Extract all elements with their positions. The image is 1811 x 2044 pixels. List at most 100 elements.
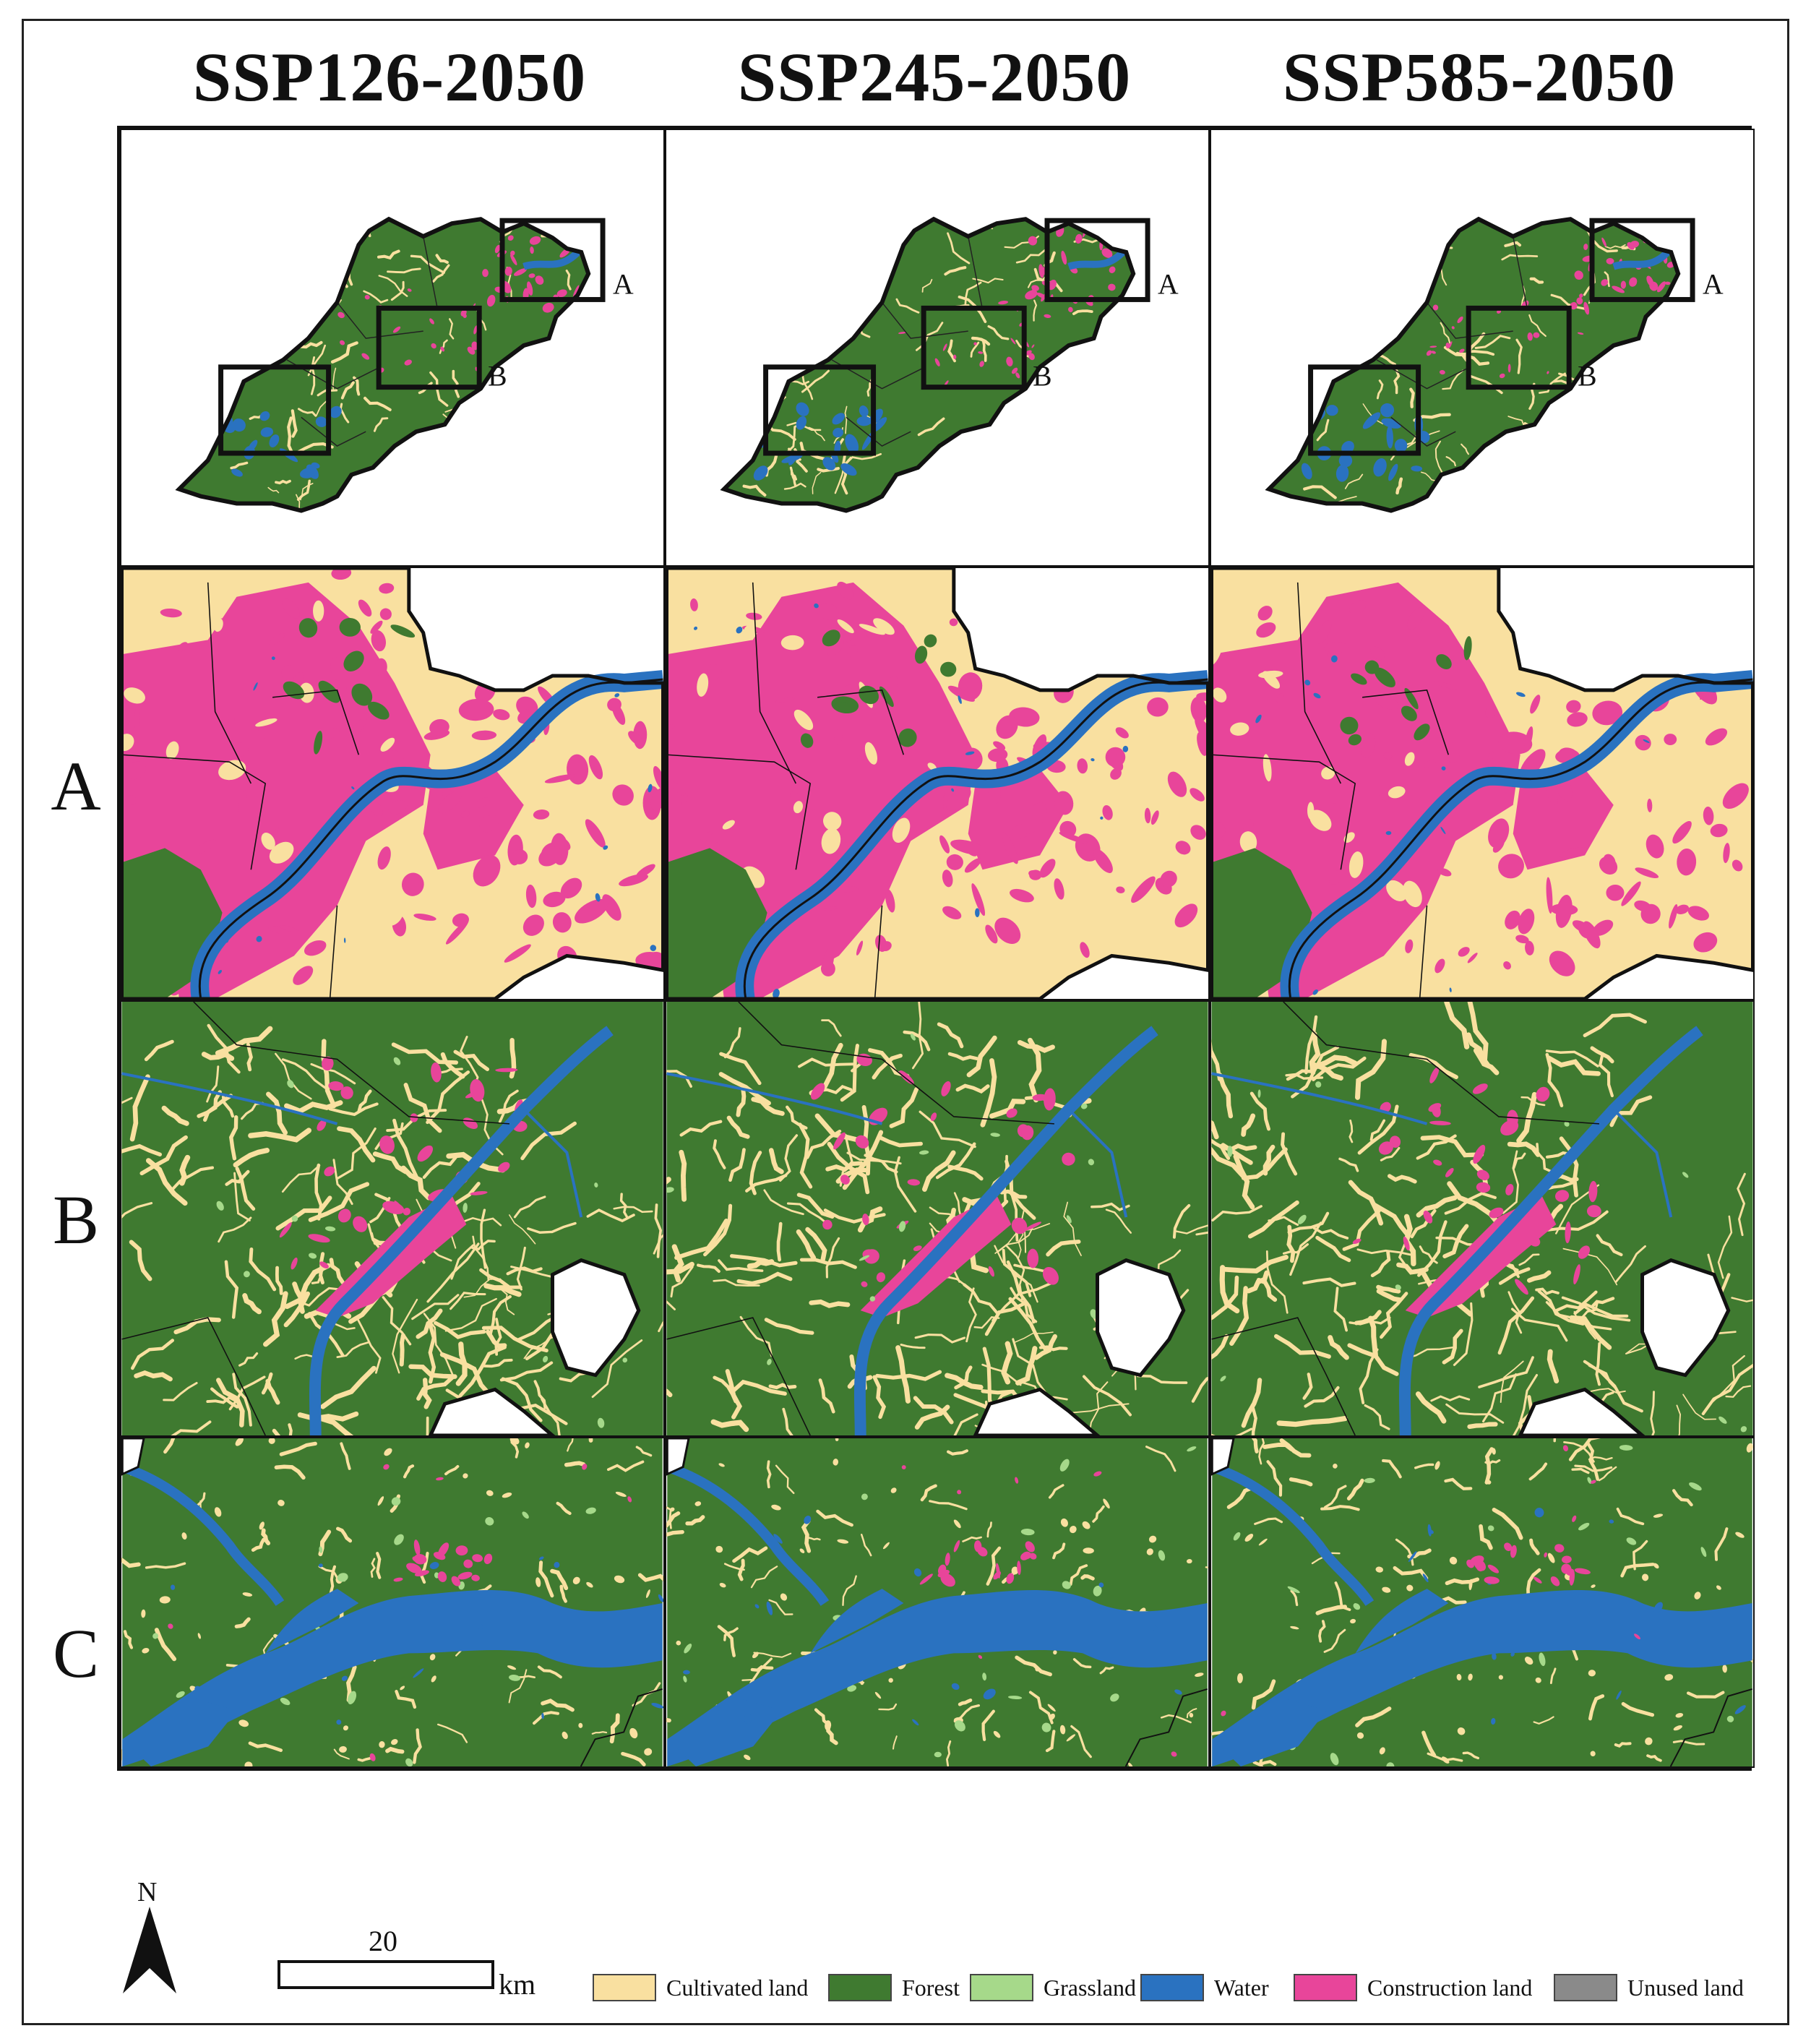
legend-item-forest: Forest (828, 1973, 960, 2002)
cultivated-streak (1529, 277, 1544, 284)
cultivated-streak (806, 257, 815, 271)
cultivated-streak (1211, 1427, 1253, 1435)
cultivated-patch (1309, 810, 1332, 831)
construction-patch (1629, 277, 1638, 287)
cultivated-patch (159, 1596, 171, 1604)
cultivated-patch (1498, 1675, 1504, 1680)
cultivated-streak (462, 1216, 502, 1227)
cultivated-patch (486, 1490, 494, 1496)
cultivated-streak (390, 280, 405, 301)
cultivated-streak (1492, 1508, 1523, 1540)
construction-patch (1190, 697, 1208, 723)
grassland-patch (1564, 1121, 1570, 1127)
cultivated-streak (1602, 386, 1631, 413)
construction-patch (543, 891, 566, 908)
cultivated-streak (489, 1294, 512, 1336)
cultivated-streak (1291, 1045, 1340, 1099)
construction-patch (168, 1623, 173, 1629)
construction-patch (930, 1112, 937, 1121)
cultivated-streak (1371, 1202, 1411, 1238)
construction-patch (1620, 280, 1627, 289)
construction-patch (1672, 820, 1692, 844)
construction-patch (612, 784, 634, 806)
cultivated-streak (1598, 1466, 1617, 1482)
construction-patch (1472, 1083, 1488, 1094)
cultivated-patch (578, 1722, 583, 1728)
cultivated-streak (1145, 1446, 1176, 1472)
cultivated-streak (945, 219, 952, 225)
cultivated-streak (653, 1234, 663, 1255)
construction-patch (1211, 823, 1226, 839)
cultivated-streak (1461, 443, 1469, 455)
water-body (788, 455, 797, 465)
construction-patch (1044, 314, 1051, 318)
cultivated-streak (307, 344, 327, 377)
cultivated-streak (718, 1072, 771, 1106)
cultivated-streak (1633, 1540, 1648, 1571)
cultivated-streak (330, 341, 358, 364)
construction-patch (552, 912, 572, 933)
cultivated-patch (1189, 1712, 1194, 1718)
cultivated-streak (422, 1154, 459, 1180)
cultivated-streak (1444, 1002, 1470, 1049)
cultivated-streak (1249, 1091, 1271, 1131)
cultivated-streak (1105, 445, 1124, 478)
cultivated-streak (523, 377, 535, 403)
cultivated-streak (434, 1321, 486, 1339)
construction-patch (1131, 876, 1156, 903)
cultivated-streak (1625, 382, 1639, 389)
cultivated-streak (281, 273, 293, 288)
cultivated-streak (1097, 388, 1106, 418)
cultivated-streak (1528, 1462, 1548, 1481)
cultivated-streak (1219, 1265, 1240, 1314)
water-pond (253, 682, 258, 691)
construction-patch (996, 1563, 1001, 1579)
construction-patch (1562, 1445, 1569, 1451)
construction-patch (1038, 264, 1044, 278)
outside-area (666, 1438, 690, 1476)
water-pond (736, 627, 743, 634)
cultivated-streak (751, 1096, 785, 1116)
cultivated-streak (799, 1258, 857, 1269)
cultivated-streak (945, 1373, 984, 1391)
cultivated-streak (533, 473, 552, 492)
cultivated-streak (1282, 1243, 1309, 1255)
construction-patch (1020, 1552, 1031, 1560)
construction-patch (433, 1552, 446, 1560)
construction-patch (1592, 919, 1614, 936)
cultivated-streak (809, 1299, 851, 1308)
cultivated-streak (444, 500, 468, 511)
construction-patch (1457, 316, 1463, 324)
water-pond (814, 603, 819, 609)
construction-patch (1434, 958, 1445, 974)
cultivated-streak (1015, 1346, 1038, 1386)
cultivated-streak (129, 1240, 152, 1281)
construction-patch (417, 1145, 434, 1162)
cultivated-streak (945, 1740, 952, 1766)
construction-patch (1601, 237, 1607, 247)
construction-patch (1029, 1553, 1037, 1560)
district-boundary (121, 754, 267, 870)
cultivated-streak (786, 1202, 830, 1227)
cultivated-streak (1571, 1467, 1590, 1474)
column-title-ssp585: SSP585-2050 (1282, 38, 1677, 116)
district-boundary (1283, 1002, 1599, 1125)
cultivated-patch (339, 1745, 347, 1753)
construction-patch (834, 729, 843, 745)
water-pond (648, 783, 653, 793)
cultivated-streak (357, 1089, 372, 1113)
construction-patch (979, 361, 984, 367)
cultivated-patch (953, 1519, 961, 1529)
water-pond (614, 693, 620, 697)
cultivated-streak (1315, 1605, 1347, 1615)
construction-patch (650, 787, 663, 811)
construction-patch (1160, 870, 1177, 888)
construction-patch (1492, 838, 1505, 853)
construction-patch (1466, 1559, 1474, 1568)
construction-patch (533, 810, 550, 820)
cultivated-streak (1515, 338, 1523, 374)
cultivated-streak (798, 1122, 813, 1189)
cultivated-streak (233, 259, 242, 279)
cultivated-streak (586, 1208, 635, 1223)
cultivated-streak (802, 219, 835, 230)
